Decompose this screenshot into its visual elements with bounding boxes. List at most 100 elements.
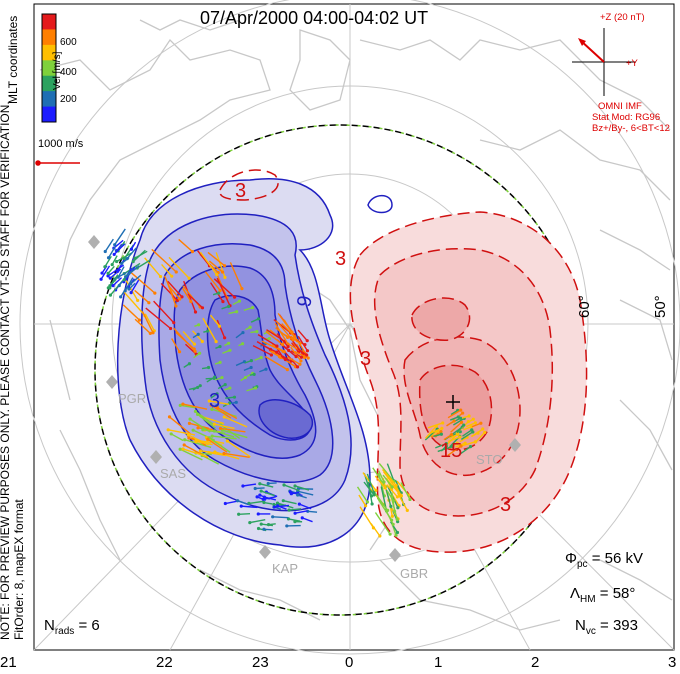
vector-origin: [200, 306, 205, 310]
velocity-vector: [207, 438, 228, 453]
vector-origin: [266, 523, 271, 527]
vector-origin: [110, 262, 114, 267]
imf-condition: Bz+/By-, 6<BT<12: [592, 123, 670, 134]
mlt-tick: 0: [345, 654, 354, 671]
vector-origin: [458, 435, 462, 439]
vector-origin: [298, 362, 302, 366]
vector-origin: [277, 355, 282, 359]
negative-convection-cell: [116, 178, 393, 548]
velocity-vector: [447, 445, 462, 456]
velocity-vector: [276, 333, 289, 348]
site-label: KAP: [272, 561, 299, 576]
mlt-tick: 3: [668, 654, 677, 671]
velocity-vector: [202, 429, 226, 434]
velocity-vector: [265, 330, 283, 346]
vector-origin: [299, 355, 304, 359]
vector-origin: [209, 403, 213, 407]
velocity-vector: [213, 278, 236, 298]
velocity-vector: [208, 260, 224, 273]
velocity-vector: [252, 345, 272, 356]
velocity-vector: [242, 483, 257, 487]
coordinates-label: MLT coordinates: [6, 15, 20, 104]
vector-origin: [473, 421, 477, 425]
vector-origin: [305, 349, 310, 353]
latitude-label: 50°: [652, 295, 669, 318]
vector-origin: [390, 514, 394, 518]
vector-origin: [186, 433, 190, 437]
vector-origin: [378, 534, 382, 538]
vector-origin: [303, 343, 307, 347]
site-label: STO: [476, 452, 503, 467]
velocity-vector: [238, 513, 251, 515]
vector-origin: [390, 485, 394, 489]
velocity-vector: [130, 279, 140, 293]
velocity-vector: [297, 329, 308, 342]
vector-origin: [456, 432, 460, 437]
vector-origin: [122, 278, 126, 282]
vector-origin: [103, 249, 107, 254]
velocity-vector: [299, 503, 312, 510]
velocity-vector: [271, 343, 285, 353]
hm-latitude: ΛHM = 58°: [570, 585, 636, 605]
vector-origin: [237, 512, 241, 516]
velocity-vector: [181, 287, 192, 302]
vector-origin: [267, 337, 271, 341]
vector-origin: [280, 342, 285, 347]
vector-origin: [232, 295, 237, 299]
velocity-vector: [222, 429, 248, 439]
vector-origin: [222, 264, 227, 268]
coastlines: [39, 19, 673, 631]
velocity-vector: [114, 228, 126, 246]
velocity-vector: [287, 356, 301, 365]
velocity-vector: [122, 290, 146, 316]
vector-origin: [388, 532, 392, 536]
site-label: PGR: [118, 391, 147, 406]
velocity-vector: [214, 423, 235, 430]
velocity-vector: [134, 318, 151, 334]
latitude-label: 60°: [576, 295, 593, 318]
velocity-vector: [294, 485, 310, 491]
vector-origin: [455, 441, 459, 445]
velocity-vector: [201, 454, 220, 465]
vector-origin: [113, 243, 117, 247]
velocity-vector: [104, 238, 114, 252]
vector-origin: [249, 359, 253, 363]
vector-origin: [295, 365, 300, 369]
vector-origin: [269, 353, 273, 357]
velocity-vector: [168, 256, 190, 279]
velocity-vector: [370, 523, 381, 537]
velocity-vector: [471, 428, 484, 438]
velocity-vector: [111, 255, 118, 265]
velocity-vector: [302, 517, 313, 523]
colorbar-tick: 200: [60, 94, 77, 105]
vector-origin: [364, 504, 368, 508]
vector-origin: [218, 426, 223, 431]
velocity-vector: [259, 494, 270, 500]
vector-origin: [399, 493, 403, 497]
colorbar-outline: [41, 13, 57, 123]
velocity-vector: [220, 424, 241, 440]
velocity-vector: [182, 330, 195, 345]
velocity-vector: [144, 257, 162, 277]
vector-origin: [252, 372, 256, 377]
site-label: SAS: [160, 466, 187, 481]
colorbar-segment: [42, 106, 56, 123]
velocity-vector: [257, 334, 278, 347]
vector-origin: [297, 502, 301, 506]
vector-origin: [459, 420, 464, 425]
mlt-tick: 2: [531, 654, 540, 671]
velocity-vector: [435, 442, 447, 449]
vector-origin: [106, 274, 110, 278]
vector-origin: [463, 441, 467, 445]
velocity-vector: [237, 500, 249, 506]
vector-origin: [374, 488, 378, 493]
radar-count: Nrads = 6: [44, 617, 100, 637]
velocity-vector: [276, 351, 286, 361]
velocity-vector: [207, 251, 225, 267]
vector-origin: [462, 423, 466, 427]
vector-origin: [169, 432, 173, 436]
velocity-vector: [116, 252, 133, 263]
site-marker: [88, 235, 100, 249]
potential-max-marker: [446, 395, 460, 409]
vector-origin: [115, 259, 119, 264]
